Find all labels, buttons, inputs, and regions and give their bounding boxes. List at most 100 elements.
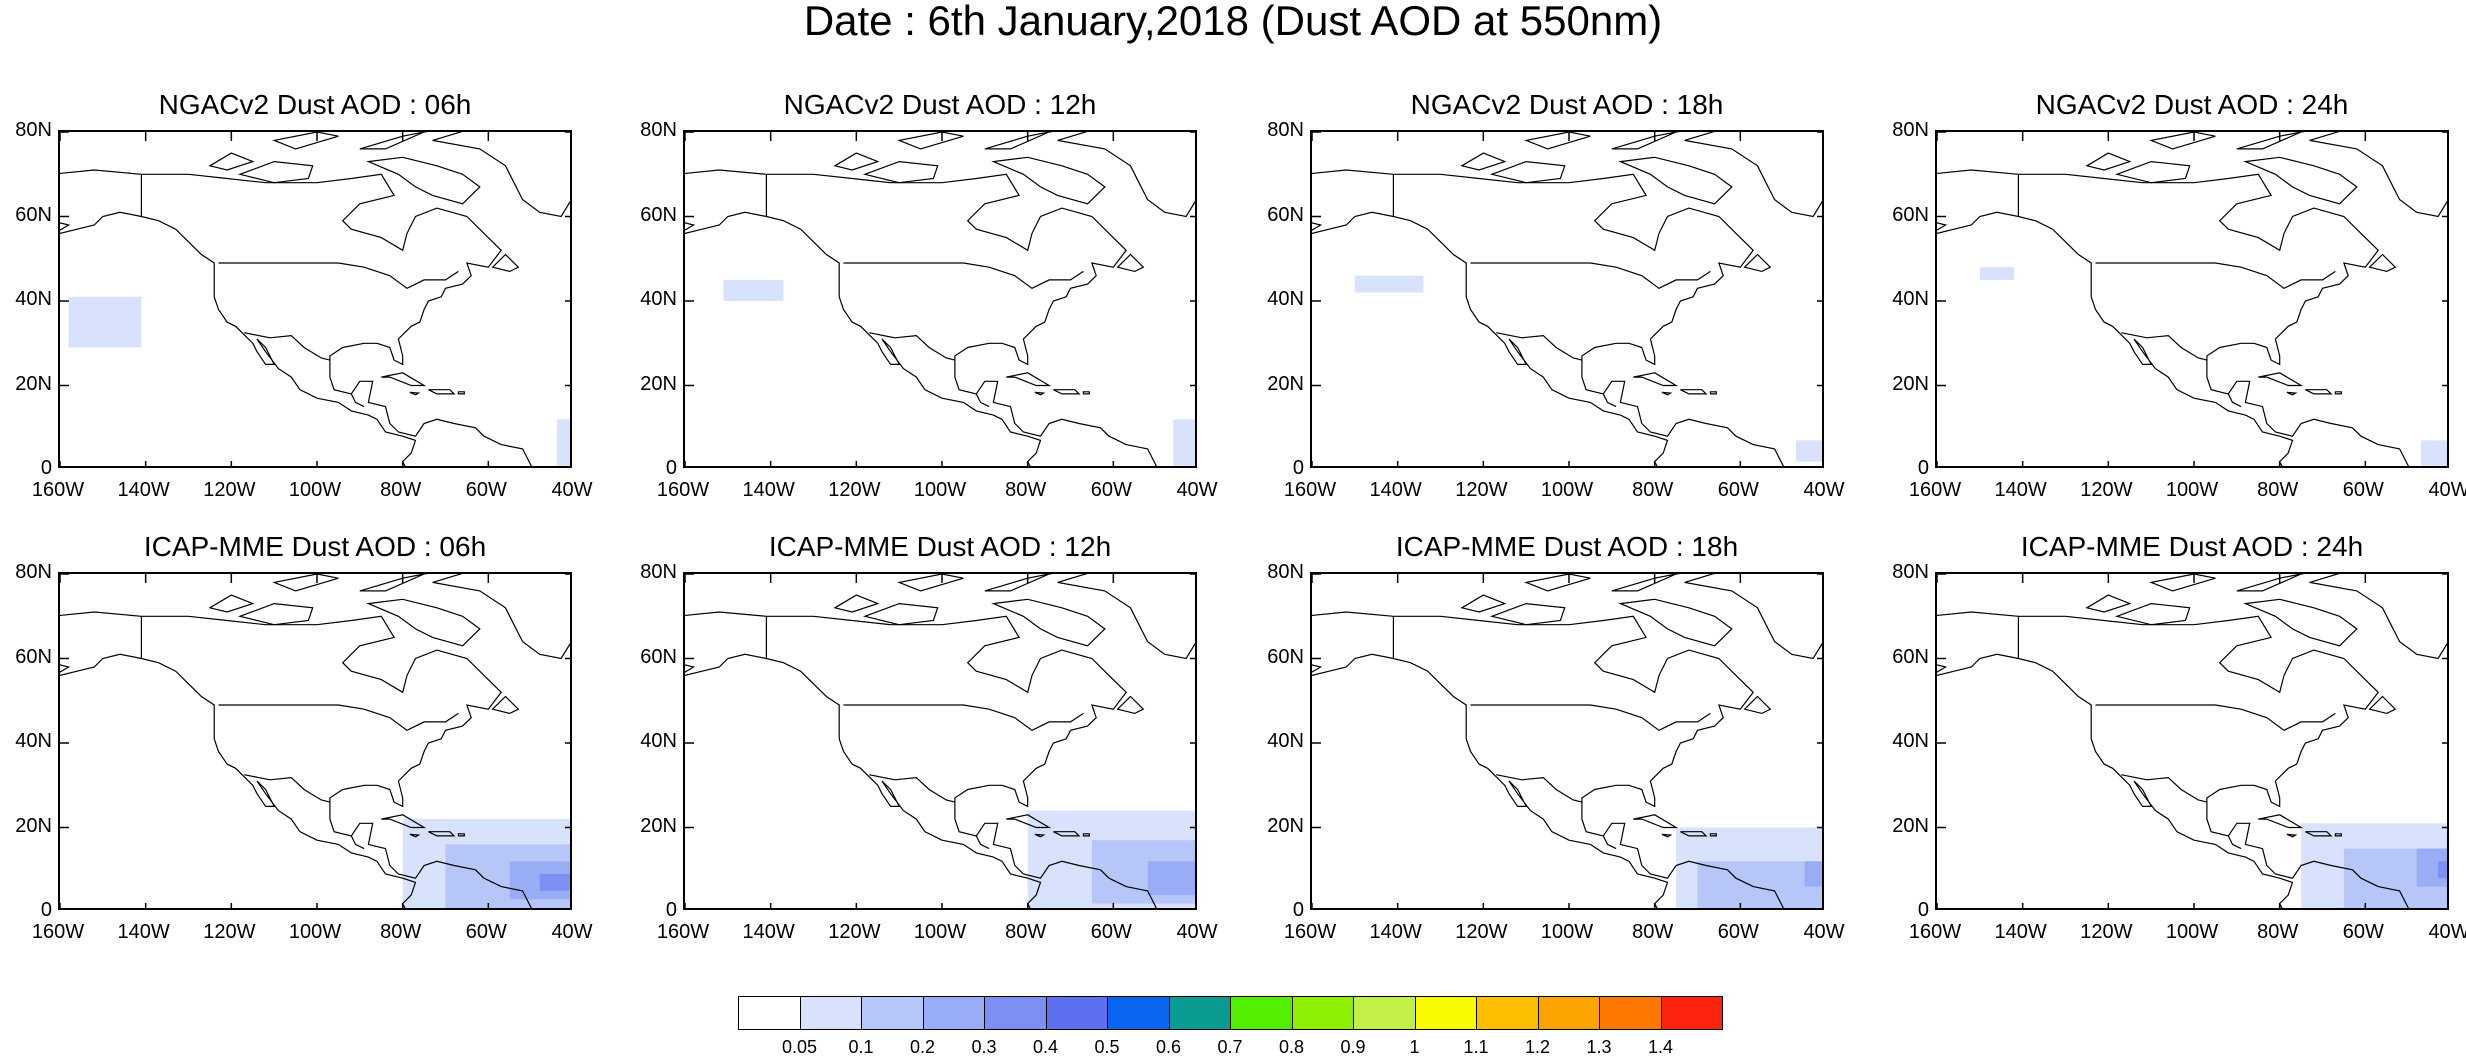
x-tick-label: 80W <box>1632 479 1674 501</box>
country-border <box>244 332 331 361</box>
x-tick-label: 120W <box>1455 921 1508 943</box>
coastline <box>685 611 1158 908</box>
y-tick-label: 80N <box>640 561 677 583</box>
y-tick-label: 20N <box>640 814 677 837</box>
x-tick-label: 100W <box>913 479 967 501</box>
coastline <box>2236 132 2306 150</box>
coastline <box>1618 156 1733 205</box>
x-tick-label: 140W <box>117 921 170 943</box>
y-tick-label: 40N <box>1892 288 1929 310</box>
coastline <box>897 132 964 150</box>
coastline <box>2334 391 2342 395</box>
coastline <box>1489 160 1566 184</box>
coastline <box>409 833 421 838</box>
x-tick-label: 160W <box>656 921 710 943</box>
coastline <box>2286 833 2298 838</box>
coastline <box>60 653 417 908</box>
y-tick-label: 20N <box>1892 372 1929 395</box>
coastline <box>991 156 1106 205</box>
country-border <box>1470 262 1711 289</box>
colorbar-swatch <box>1353 996 1416 1030</box>
y-tick-label: 60N <box>640 203 677 226</box>
x-tick-label: 60W <box>1717 921 1759 943</box>
y-tick-label: 0 <box>40 457 52 479</box>
dust-aod-patch <box>2438 861 2447 879</box>
y-tick-label: 0 <box>1917 899 1929 921</box>
axis-ticks <box>60 574 570 908</box>
y-tick-label: 40N <box>640 730 677 752</box>
x-tick-label: 140W <box>1369 921 1422 943</box>
coastline <box>862 602 939 626</box>
y-tick-label: 20N <box>15 814 52 837</box>
map-panel <box>58 572 572 910</box>
x-tick-label: 120W <box>2080 479 2133 501</box>
coastline <box>428 831 456 837</box>
coastline <box>2334 833 2342 837</box>
colorbar-label: 0.5 <box>1094 1037 1120 1057</box>
country-border <box>218 704 459 731</box>
figure-title: Date : 6th January,2018 (Dust AOD at 550… <box>803 0 1663 44</box>
coastline <box>1006 372 1052 387</box>
colorbar-swatch <box>1291 996 1354 1030</box>
coastline <box>2309 132 2447 218</box>
x-tick-label: 140W <box>117 479 170 501</box>
colorbar-label: 1 <box>1409 1037 1420 1057</box>
coastline <box>366 156 481 205</box>
x-tick-label: 160W <box>31 921 85 943</box>
coastline <box>1618 598 1733 647</box>
colorbar-swatch <box>984 996 1047 1030</box>
x-tick-label: 60W <box>1717 479 1759 501</box>
x-tick-label: 80W <box>1005 921 1047 943</box>
map-panel <box>683 130 1197 468</box>
country-border <box>1470 704 1711 731</box>
country-border <box>218 262 459 289</box>
coastline <box>366 598 481 647</box>
y-tick-label: 80N <box>640 119 677 141</box>
x-tick-label: 100W <box>2165 921 2219 943</box>
map-panel <box>1310 572 1824 910</box>
coastline <box>685 211 1042 466</box>
map-canvas <box>685 132 1195 466</box>
x-tick-label: 80W <box>380 479 422 501</box>
y-tick-label: 0 <box>40 899 52 921</box>
coastline <box>208 594 255 613</box>
country-border <box>2121 332 2208 361</box>
dust-aod-patch <box>68 296 142 348</box>
dust-aod-patch <box>2421 440 2447 466</box>
coastline <box>2085 594 2132 613</box>
axis-ticks <box>60 132 570 466</box>
x-tick-label: 40W <box>2428 921 2466 943</box>
x-tick-label: 80W <box>1005 479 1047 501</box>
coastline <box>272 132 339 150</box>
coastline <box>1937 611 2410 908</box>
coastline <box>60 169 533 466</box>
country-border <box>350 835 365 850</box>
y-tick-label: 40N <box>1267 730 1304 752</box>
coastline <box>2243 598 2358 647</box>
country-border <box>1496 774 1583 803</box>
x-tick-label: 60W <box>2342 479 2384 501</box>
x-tick-label: 40W <box>1176 921 1218 943</box>
coastline <box>1524 132 1591 150</box>
coastline <box>1661 833 1673 838</box>
coastline <box>862 160 939 184</box>
coastline <box>1743 253 1772 273</box>
coastline <box>1082 391 1090 395</box>
y-tick-label: 60N <box>1267 645 1304 668</box>
dust-aod-patch <box>1804 861 1822 887</box>
coastline <box>60 211 417 466</box>
country-border <box>2095 262 2336 289</box>
axis-ticks <box>685 132 1195 466</box>
colorbar-label: 0.3 <box>971 1037 997 1057</box>
x-tick-label: 120W <box>203 479 256 501</box>
x-tick-label: 60W <box>465 921 507 943</box>
country-border <box>244 774 331 803</box>
y-tick-label: 60N <box>15 645 52 668</box>
y-tick-label: 80N <box>1267 119 1304 141</box>
y-tick-label: 20N <box>640 372 677 395</box>
x-tick-label: 160W <box>1283 479 1337 501</box>
y-tick-label: 60N <box>15 203 52 226</box>
dust-aod-patch <box>723 279 784 301</box>
x-tick-label: 120W <box>2080 921 2133 943</box>
map-canvas <box>685 574 1195 908</box>
